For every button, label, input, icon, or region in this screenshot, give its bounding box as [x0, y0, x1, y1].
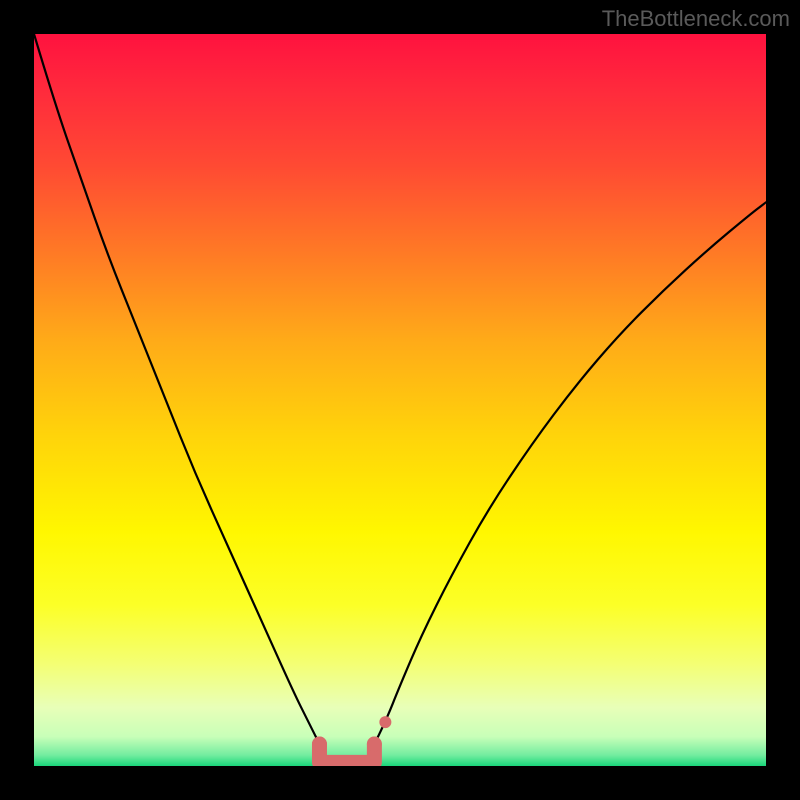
trough-marker — [319, 744, 374, 762]
trough-cap-left — [312, 737, 327, 752]
right-curve — [374, 202, 766, 744]
left-curve — [34, 34, 319, 744]
trough-cap-right — [367, 737, 382, 752]
attribution-text: TheBottleneck.com — [602, 6, 790, 32]
chart-svg — [34, 34, 766, 766]
chart-frame: TheBottleneck.com — [0, 0, 800, 800]
trough-dot-extra — [379, 716, 391, 728]
plot-area — [34, 34, 766, 766]
